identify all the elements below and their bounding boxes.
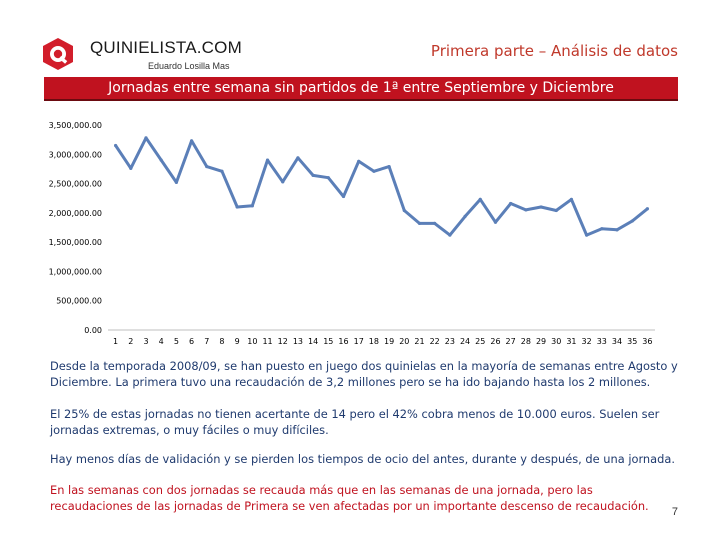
y-tick-label: 500,000.00 [56, 297, 102, 306]
x-tick-label: 16 [338, 337, 348, 346]
data-point [524, 208, 528, 212]
data-point [235, 205, 239, 209]
x-tick-label: 25 [475, 337, 485, 346]
data-point [433, 221, 437, 225]
data-point [448, 233, 452, 237]
data-point [372, 169, 376, 173]
x-tick-label: 14 [308, 337, 318, 346]
data-point [250, 204, 254, 208]
series-line [114, 136, 649, 237]
x-tick-label: 29 [536, 337, 546, 346]
x-tick-label: 36 [642, 337, 652, 346]
x-tick-label: 24 [460, 337, 470, 346]
data-point [463, 214, 467, 218]
data-point [205, 164, 209, 169]
data-point [174, 180, 178, 184]
data-point [387, 164, 391, 169]
data-point [478, 197, 482, 201]
x-tick-label: 34 [612, 337, 622, 346]
data-point [357, 159, 361, 163]
data-point [265, 158, 270, 162]
y-tick-label: 0.00 [84, 326, 102, 335]
x-axis-labels: 1 2 3 4 5 6 7 8 9 10 11 12 13 14 15 16 17 18 19 20 21 22 23 24 2… [113, 337, 652, 346]
x-tick-label: 31 [566, 337, 576, 346]
data-point [493, 220, 498, 224]
x-tick-label: 15 [323, 337, 333, 346]
x-tick-label: 27 [506, 337, 516, 346]
data-point [341, 194, 346, 199]
revenue-line-chart: 3,500,000.00 3,000,000.00 2,500,000.00 2,00… [49, 121, 655, 346]
x-tick-label: 26 [490, 337, 500, 346]
data-point [220, 169, 224, 173]
data-point [600, 227, 604, 231]
x-tick-label: 2 [128, 337, 133, 346]
data-point [645, 207, 650, 211]
paragraph-3: Hay menos días de validación y se pierde… [50, 452, 675, 466]
x-tick-label: 35 [627, 337, 637, 346]
data-point [569, 197, 574, 201]
data-point [554, 208, 558, 213]
paragraph-2: El 25% de estas jornadas no tienen acert… [50, 407, 660, 437]
data-point [296, 156, 300, 160]
data-point [402, 208, 406, 213]
y-tick-label: 2,000,000.00 [49, 209, 102, 218]
x-tick-label: 1 [113, 337, 118, 346]
section-title: Primera parte – Análisis de datos [430, 42, 678, 60]
data-point [159, 158, 163, 162]
slide-title-bar: Jornadas entre semana sin partidos de 1ª… [44, 77, 678, 101]
x-tick-label: 8 [219, 337, 224, 346]
x-tick-label: 9 [235, 337, 240, 346]
x-tick-label: 18 [369, 337, 379, 346]
x-tick-label: 21 [414, 337, 424, 346]
data-point [326, 176, 330, 180]
y-tick-label: 1,000,000.00 [49, 267, 102, 276]
data-point [189, 139, 194, 143]
data-point [417, 221, 422, 225]
x-tick-label: 4 [159, 337, 164, 346]
x-tick-label: 11 [262, 337, 272, 346]
x-tick-label: 22 [430, 337, 440, 346]
data-point [311, 173, 315, 177]
x-tick-label: 6 [189, 337, 194, 346]
x-tick-label: 10 [247, 337, 257, 346]
data-point [630, 219, 634, 223]
y-tick-label: 2,500,000.00 [49, 180, 102, 189]
x-tick-label: 17 [354, 337, 364, 346]
x-tick-label: 20 [399, 337, 409, 346]
quinielista-logo-icon [43, 38, 73, 70]
x-tick-label: 19 [384, 337, 394, 346]
x-tick-label: 3 [143, 337, 148, 346]
x-tick-label: 32 [582, 337, 592, 346]
y-tick-label: 3,000,000.00 [49, 150, 102, 159]
x-tick-label: 13 [293, 337, 303, 346]
data-point [113, 143, 118, 148]
y-tick-label: 3,500,000.00 [49, 121, 102, 130]
y-tick-label: 1,500,000.00 [49, 238, 102, 247]
x-tick-label: 5 [174, 337, 179, 346]
data-point [144, 136, 148, 140]
data-point [585, 233, 589, 237]
data-point [539, 205, 543, 209]
data-point [615, 228, 619, 232]
author-name: Eduardo Losilla Mas [148, 61, 230, 71]
brand-name: QUINIELISTA.COM [90, 38, 242, 57]
data-point [129, 166, 133, 170]
paragraph-4: En las semanas con dos jornadas se recau… [50, 483, 649, 513]
x-tick-label: 33 [597, 337, 607, 346]
data-point [281, 180, 285, 184]
x-tick-label: 12 [278, 337, 288, 346]
x-tick-label: 7 [204, 337, 209, 346]
x-tick-label: 23 [445, 337, 455, 346]
page-number: 7 [671, 506, 678, 518]
paragraph-1: Desde la temporada 2008/09, se han puest… [50, 359, 678, 389]
x-tick-label: 30 [551, 337, 561, 346]
data-point [509, 201, 513, 206]
y-axis-labels: 3,500,000.00 3,000,000.00 2,500,000.00 2,00… [49, 121, 102, 335]
x-tick-label: 28 [521, 337, 531, 346]
slide-title: Jornadas entre semana sin partidos de 1ª… [108, 80, 614, 96]
